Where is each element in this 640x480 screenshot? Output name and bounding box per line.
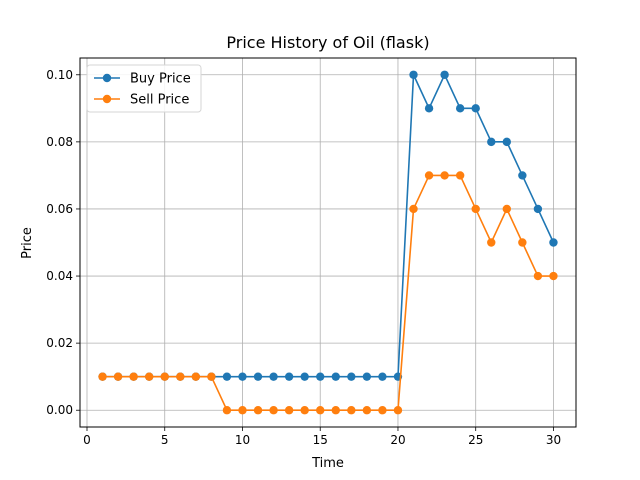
plot-area-frame xyxy=(79,57,577,428)
sell-price-point xyxy=(222,406,232,415)
sell-price-point xyxy=(238,406,247,415)
buy-price-point xyxy=(549,238,558,247)
buy-price-point xyxy=(222,372,232,381)
buy-price-point xyxy=(487,137,496,147)
sell-price-point xyxy=(409,204,418,214)
buy-price-point xyxy=(455,104,465,113)
x-tick-label: 0 xyxy=(83,433,91,447)
buy-price-point xyxy=(253,372,263,381)
sell-price-point xyxy=(440,171,449,180)
buy-price-point xyxy=(409,70,418,79)
sell-price-point xyxy=(502,204,512,214)
axis-ticks: 0 5 10 15 20 25 30 0.00 0.02 0.04 0.06 0.08 0.10 xyxy=(46,68,561,447)
buy-price-point xyxy=(533,204,543,214)
sell-price-point xyxy=(191,372,201,381)
series-layer xyxy=(98,70,558,415)
y-tick-label: 0.04 xyxy=(46,269,73,283)
sell-price-series xyxy=(98,171,558,415)
x-axis-label: Time xyxy=(311,456,344,471)
grid xyxy=(80,58,576,427)
x-tick-label: 30 xyxy=(546,433,561,447)
sell-price-point xyxy=(362,406,372,415)
legend-label: Sell Price xyxy=(130,93,189,108)
sell-price-point xyxy=(424,171,434,180)
sell-price-point xyxy=(98,372,107,381)
buy-price-point xyxy=(331,372,340,381)
sell-price-point xyxy=(533,271,543,281)
sell-price-point xyxy=(393,406,403,415)
sell-price-point xyxy=(347,406,356,415)
x-tick-label: 20 xyxy=(390,433,405,447)
x-tick-label: 5 xyxy=(161,433,169,447)
x-tick-label: 15 xyxy=(313,433,328,447)
buy-price-point xyxy=(378,372,387,381)
y-tick-label: 0.00 xyxy=(46,403,73,417)
buy-price-point xyxy=(300,372,309,381)
legend-swatch-marker xyxy=(102,94,112,104)
sell-price-point xyxy=(284,406,294,415)
sell-price-point xyxy=(129,372,138,381)
legend: Buy Price Sell Price xyxy=(86,64,202,113)
sell-price-point xyxy=(455,171,465,180)
y-tick-label: 0.10 xyxy=(46,68,73,82)
sell-price-point xyxy=(471,204,480,214)
sell-price-point xyxy=(378,406,387,415)
x-tick-label: 10 xyxy=(235,433,250,447)
legend-label: Buy Price xyxy=(130,72,191,87)
buy-price-point xyxy=(238,372,247,381)
legend-item-sell-price: Sell Price xyxy=(94,93,189,108)
buy-price-point xyxy=(284,372,294,381)
buy-price-point xyxy=(502,137,512,147)
sell-price-point xyxy=(144,372,154,381)
sell-price-point xyxy=(253,406,263,415)
legend-item-buy-price: Buy Price xyxy=(94,72,191,87)
y-tick-label: 0.02 xyxy=(46,336,73,350)
y-tick-label: 0.08 xyxy=(46,135,73,149)
buy-price-point xyxy=(269,372,278,381)
sell-price-point xyxy=(331,406,340,415)
legend-box xyxy=(86,64,202,113)
sell-price-point xyxy=(176,372,185,381)
buy-price-point xyxy=(424,104,434,113)
buy-price-point xyxy=(347,372,356,381)
y-tick-label: 0.06 xyxy=(46,202,73,216)
sell-price-point xyxy=(207,372,216,381)
sell-price-point xyxy=(113,372,123,381)
legend-swatch-marker xyxy=(102,73,112,83)
sell-price-point xyxy=(160,372,169,381)
sell-price-point xyxy=(269,406,278,415)
buy-price-point xyxy=(362,372,372,381)
chart-title: Price History of Oil (flask) xyxy=(226,33,429,52)
buy-price-point xyxy=(316,372,325,381)
sell-price-point xyxy=(487,238,496,247)
buy-price-point xyxy=(440,70,449,79)
sell-price-point xyxy=(300,406,309,415)
sell-price-point xyxy=(549,271,558,281)
y-axis-label: Price xyxy=(20,227,35,259)
sell-price-point xyxy=(518,238,527,247)
buy-price-point xyxy=(518,171,527,180)
sell-price-point xyxy=(316,406,325,415)
x-tick-label: 25 xyxy=(468,433,483,447)
buy-price-point xyxy=(471,104,480,113)
